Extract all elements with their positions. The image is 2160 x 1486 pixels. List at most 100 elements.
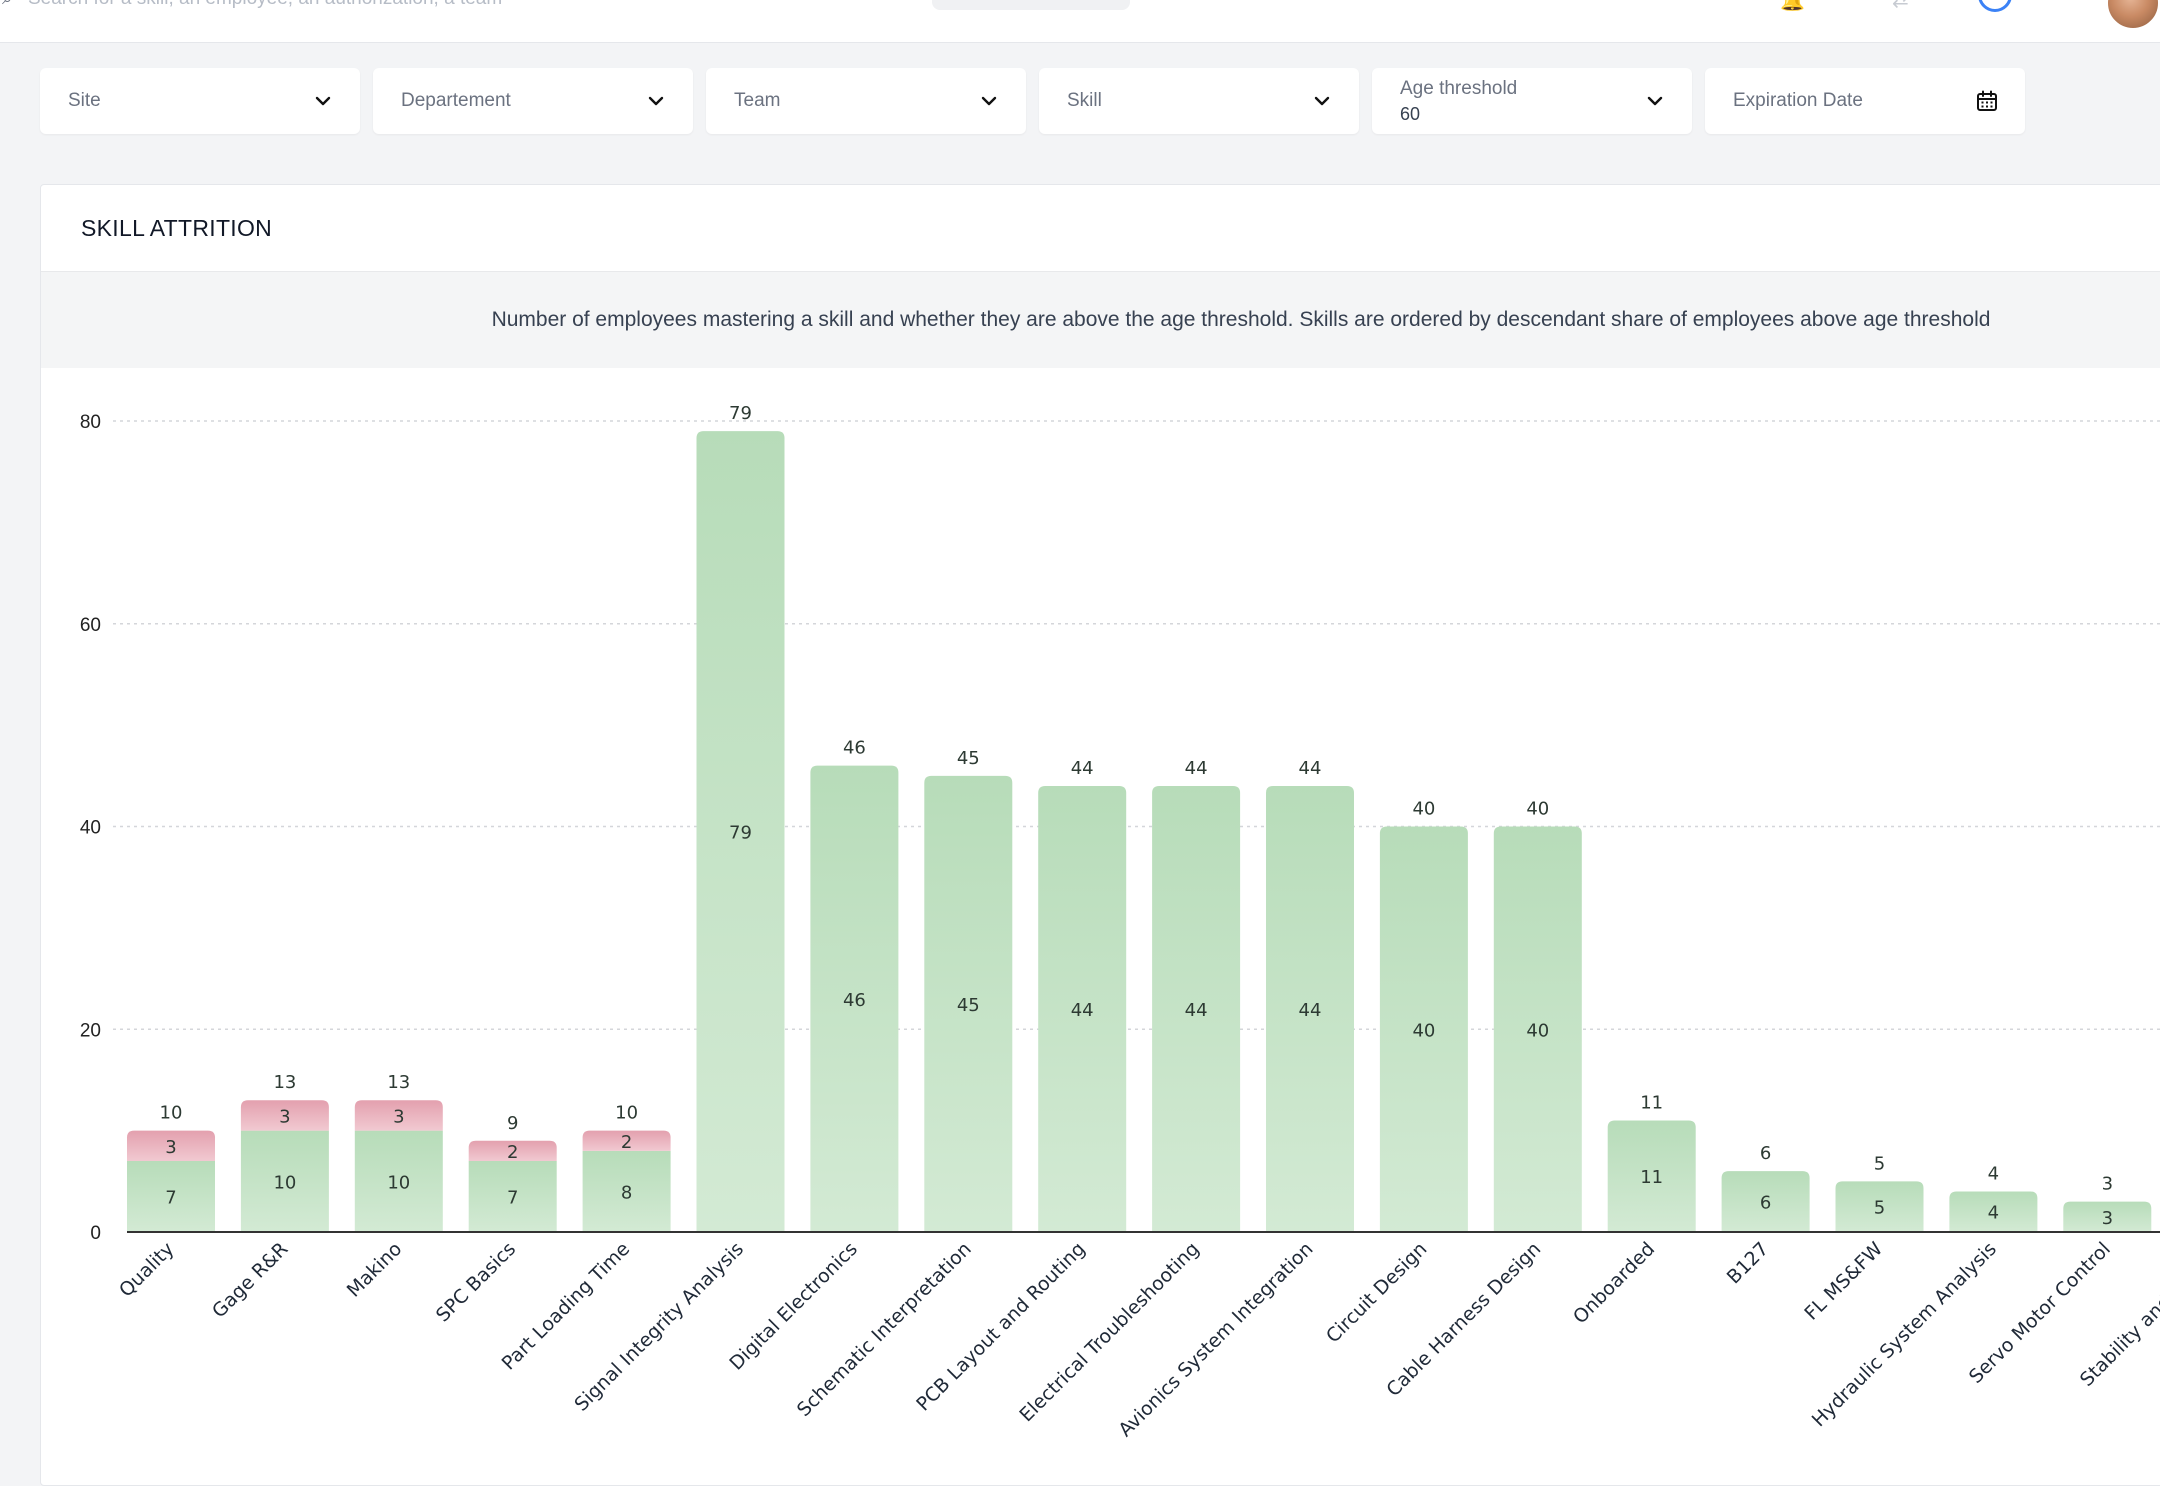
bell-icon[interactable]: 🔔 (1780, 0, 1805, 12)
category-label: Quality (115, 1238, 179, 1302)
department-filter-label: Departement (401, 90, 511, 111)
bar-below-threshold (354, 1130, 443, 1232)
segment-label-below-threshold: 5 (1874, 1198, 1885, 1219)
skill-filter-label: Skill (1067, 90, 1102, 111)
segment-label-below-threshold: 4 (1988, 1203, 1999, 1224)
category-label: Makino (343, 1238, 407, 1302)
segment-label-below-threshold: 40 (1526, 1020, 1549, 1041)
chevron-down-icon (648, 96, 664, 106)
segment-label-above-threshold: 2 (621, 1132, 632, 1153)
total-label: 11 (1640, 1092, 1663, 1113)
bar-above-threshold (582, 1130, 671, 1151)
expiration-date-filter[interactable]: Expiration Date (1705, 68, 2025, 134)
site-filter-label: Site (68, 90, 101, 111)
total-label: 40 (1412, 799, 1435, 820)
bar-below-threshold (240, 1130, 329, 1232)
total-label: 13 (387, 1072, 410, 1093)
segment-label-below-threshold: 79 (729, 823, 752, 844)
global-search-input[interactable]: Search for a skill, an employee, an auth… (28, 0, 502, 10)
chart-description: Number of employees mastering a skill an… (491, 308, 1991, 331)
bar-above-threshold (354, 1100, 443, 1131)
team-filter[interactable]: Team (706, 68, 1026, 134)
skill-attrition-chart: 0 20 40 60 80 3 7 10 Quality 3 10 13 Gage R&R 3 10 13 M… (80, 403, 2160, 1441)
chevron-down-icon (315, 96, 331, 106)
top-bar: ⌕ Search for a skill, an employee, an au… (0, 0, 2160, 43)
bar-below-threshold (2063, 1201, 2152, 1232)
segment-label-below-threshold: 8 (621, 1182, 632, 1203)
segment-label-below-threshold: 7 (507, 1188, 518, 1209)
total-label: 44 (1071, 758, 1094, 779)
bar-above-threshold (468, 1140, 557, 1162)
department-filter[interactable]: Departement (373, 68, 693, 134)
segment-label-above-threshold: 3 (279, 1106, 290, 1127)
search-icon: ⌕ (2, 0, 13, 10)
total-label: 10 (160, 1103, 183, 1124)
segment-label-below-threshold: 44 (1185, 1000, 1208, 1021)
total-label: 79 (729, 403, 752, 424)
segment-label-above-threshold: 3 (165, 1137, 176, 1158)
bar-below-threshold (1038, 785, 1127, 1232)
chevron-down-icon (1314, 96, 1330, 106)
bar-above-threshold (127, 1130, 215, 1162)
category-label: FL MS&FW (1800, 1238, 1887, 1325)
top-center-control[interactable] (932, 0, 1130, 10)
segment-label-above-threshold: 2 (507, 1142, 518, 1163)
total-label: 3 (2102, 1174, 2113, 1195)
bar-below-threshold (1266, 785, 1354, 1232)
category-label: Electrical Troubleshooting (1015, 1238, 1203, 1426)
total-label: 44 (1185, 758, 1208, 779)
y-tick-label: 80 (80, 412, 101, 433)
site-filter[interactable]: Site (40, 68, 360, 134)
total-label: 44 (1299, 758, 1322, 779)
bar-below-threshold (696, 431, 785, 1232)
bar-below-threshold (1379, 826, 1468, 1232)
switch-icon[interactable]: ⇄ (1892, 0, 1909, 12)
total-label: 40 (1526, 799, 1549, 820)
y-tick-label: 60 (80, 615, 101, 636)
segment-label-below-threshold: 10 (273, 1172, 296, 1193)
category-label: Part Loading Time (498, 1238, 635, 1375)
skill-filter[interactable]: Skill (1039, 68, 1359, 134)
chart-description-band: Number of employees mastering a skill an… (41, 271, 2160, 368)
category-label: Hydraulic System Analysis (1808, 1238, 2001, 1431)
bar-below-threshold (924, 775, 1013, 1232)
age-threshold-label: Age threshold (1400, 78, 1518, 99)
category-label: SPC Basics (432, 1238, 520, 1326)
total-label: 46 (843, 738, 866, 759)
segment-label-below-threshold: 6 (1760, 1193, 1771, 1214)
total-label: 45 (957, 748, 980, 769)
segment-label-below-threshold: 3 (2102, 1208, 2113, 1229)
help-icon[interactable] (1978, 0, 2012, 12)
bar-below-threshold (582, 1150, 671, 1232)
total-label: 5 (1874, 1153, 1885, 1174)
age-threshold-filter[interactable]: Age threshold 60 (1372, 68, 1692, 134)
total-label: 9 (507, 1113, 518, 1134)
bar-below-threshold (468, 1161, 557, 1232)
y-tick-label: 20 (80, 1020, 101, 1041)
chevron-down-icon (1647, 96, 1663, 106)
total-label: 4 (1988, 1163, 1999, 1184)
segment-label-below-threshold: 10 (387, 1172, 410, 1193)
bar-below-threshold (1721, 1171, 1810, 1232)
segment-label-below-threshold: 7 (165, 1188, 176, 1209)
category-label: Digital Electronics (725, 1238, 862, 1375)
y-tick-label: 40 (80, 818, 101, 839)
avatar[interactable] (2106, 0, 2160, 30)
bar-below-threshold (1493, 826, 1582, 1232)
category-label: Avionics System Integration (1114, 1238, 1317, 1441)
segment-label-below-threshold: 44 (1299, 1000, 1322, 1021)
y-tick-label: 0 (90, 1223, 101, 1244)
category-label: B127 (1723, 1238, 1773, 1288)
age-threshold-value: 60 (1400, 104, 1421, 124)
card-title: SKILL ATTRITION (81, 215, 273, 241)
skill-attrition-card: SKILL ATTRITION Number of employees mast… (40, 184, 2160, 1486)
category-label: Gage R&R (208, 1238, 292, 1322)
segment-label-below-threshold: 11 (1640, 1167, 1663, 1188)
segment-label-below-threshold: 45 (957, 995, 980, 1016)
segment-label-below-threshold: 40 (1412, 1020, 1435, 1041)
bar-below-threshold (1835, 1181, 1924, 1232)
bar-below-threshold (810, 765, 899, 1232)
bar-below-threshold (127, 1161, 215, 1232)
bar-below-threshold (1152, 785, 1241, 1232)
segment-label-above-threshold: 3 (393, 1106, 404, 1127)
